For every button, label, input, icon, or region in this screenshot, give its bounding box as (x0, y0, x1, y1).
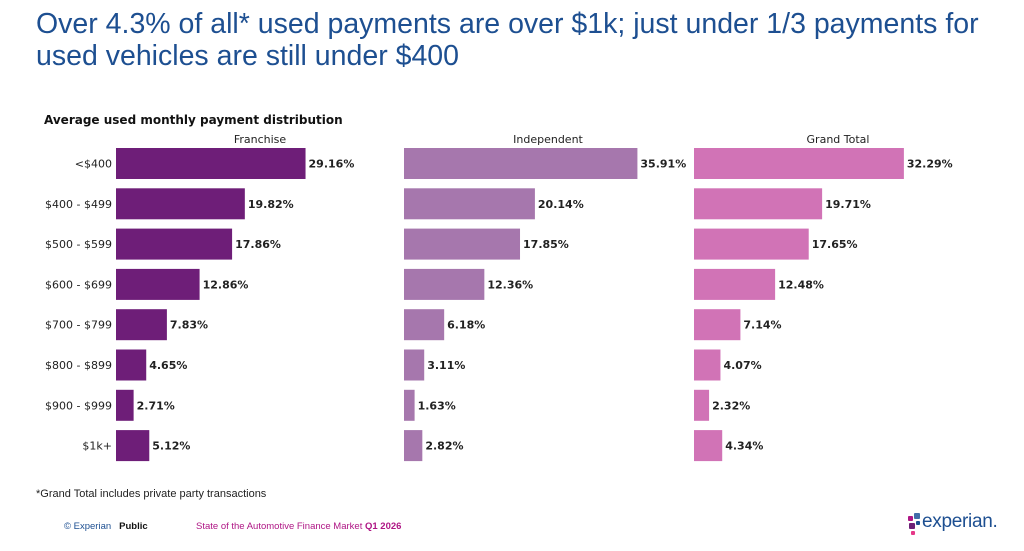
footer-report: State of the Automotive Finance Market Q… (196, 521, 401, 532)
copyright-text: © Experian (64, 521, 112, 532)
data-label-franchise-4: 7.83% (170, 319, 208, 332)
data-label-franchise-2: 17.86% (235, 238, 281, 251)
bar-franchise-3 (116, 268, 200, 300)
data-label-franchise-0: 29.16% (309, 158, 355, 171)
data-label-grand-total-6: 2.32% (712, 399, 750, 412)
experian-logo: experian. (908, 510, 998, 536)
data-label-independent-1: 20.14% (538, 198, 584, 211)
bar-franchise-2 (116, 228, 233, 260)
bar-franchise-4 (116, 309, 167, 341)
data-label-grand-total-1: 19.71% (825, 198, 871, 211)
category-label-7: $1k+ (82, 440, 112, 453)
data-label-franchise-1: 19.82% (248, 198, 294, 211)
data-label-grand-total-2: 17.65% (812, 238, 858, 251)
data-label-independent-7: 2.82% (425, 440, 463, 453)
data-label-grand-total-5: 4.07% (723, 359, 761, 372)
bar-grand-total-0 (694, 148, 904, 179)
series-header-grand-total: Grand Total (807, 133, 870, 146)
data-label-independent-2: 17.85% (523, 238, 569, 251)
data-label-franchise-7: 5.12% (152, 440, 190, 453)
bar-franchise-6 (116, 389, 134, 421)
data-label-grand-total-7: 4.34% (725, 440, 763, 453)
bar-independent-6 (404, 389, 415, 421)
bar-franchise-7 (116, 430, 150, 462)
series-header-franchise: Franchise (234, 133, 287, 146)
data-label-grand-total-4: 7.14% (743, 319, 781, 332)
payment-distribution-chart: <$400 $400 - $499 $500 - $599 $600 - $699 $7… (45, 133, 953, 462)
bar-grand-total-7 (694, 430, 723, 462)
chart-title: Average used monthly payment distributio… (44, 113, 343, 127)
category-label-6: $900 - $999 (45, 399, 112, 412)
classification-label: Public (119, 521, 148, 532)
data-label-grand-total-3: 12.48% (778, 278, 824, 291)
bar-independent-0 (404, 148, 638, 179)
bar-franchise-0 (116, 148, 306, 179)
logo-wordmark: experian. (922, 511, 998, 532)
data-label-independent-5: 3.11% (427, 359, 465, 372)
data-label-independent-4: 6.18% (447, 319, 485, 332)
bar-independent-1 (404, 188, 535, 220)
bar-franchise-1 (116, 188, 245, 220)
data-label-independent-6: 1.63% (418, 399, 456, 412)
bar-grand-total-4 (694, 309, 741, 341)
bar-independent-3 (404, 268, 485, 300)
bar-grand-total-1 (694, 188, 823, 220)
report-name: State of the Automotive Finance Market (196, 521, 363, 532)
bar-franchise-5 (116, 349, 147, 381)
bar-independent-7 (404, 430, 423, 462)
category-label-0: <$400 (75, 158, 112, 171)
series-header-independent: Independent (513, 133, 583, 146)
bar-grand-total-5 (694, 349, 721, 381)
bar-independent-4 (404, 309, 445, 341)
footer-copyright: © Experian Public (64, 521, 148, 532)
bar-independent-5 (404, 349, 425, 381)
data-label-franchise-6: 2.71% (137, 399, 175, 412)
footnote: *Grand Total includes private party tran… (36, 488, 267, 500)
data-label-franchise-5: 4.65% (149, 359, 187, 372)
category-label-3: $600 - $699 (45, 278, 112, 291)
slide-headline: Over 4.3% of all* used payments are over… (36, 8, 979, 72)
category-label-4: $700 - $799 (45, 319, 112, 332)
category-label-1: $400 - $499 (45, 198, 112, 211)
data-label-independent-0: 35.91% (640, 158, 686, 171)
bar-grand-total-6 (694, 389, 710, 421)
category-label-2: $500 - $599 (45, 238, 112, 251)
bar-grand-total-3 (694, 268, 776, 300)
report-period: Q1 2026 (364, 521, 402, 532)
data-label-independent-3: 12.36% (487, 278, 533, 291)
bar-independent-2 (404, 228, 521, 260)
data-label-franchise-3: 12.86% (203, 278, 249, 291)
bar-grand-total-2 (694, 228, 809, 260)
data-label-grand-total-0: 32.29% (907, 158, 953, 171)
category-label-5: $800 - $899 (45, 359, 112, 372)
